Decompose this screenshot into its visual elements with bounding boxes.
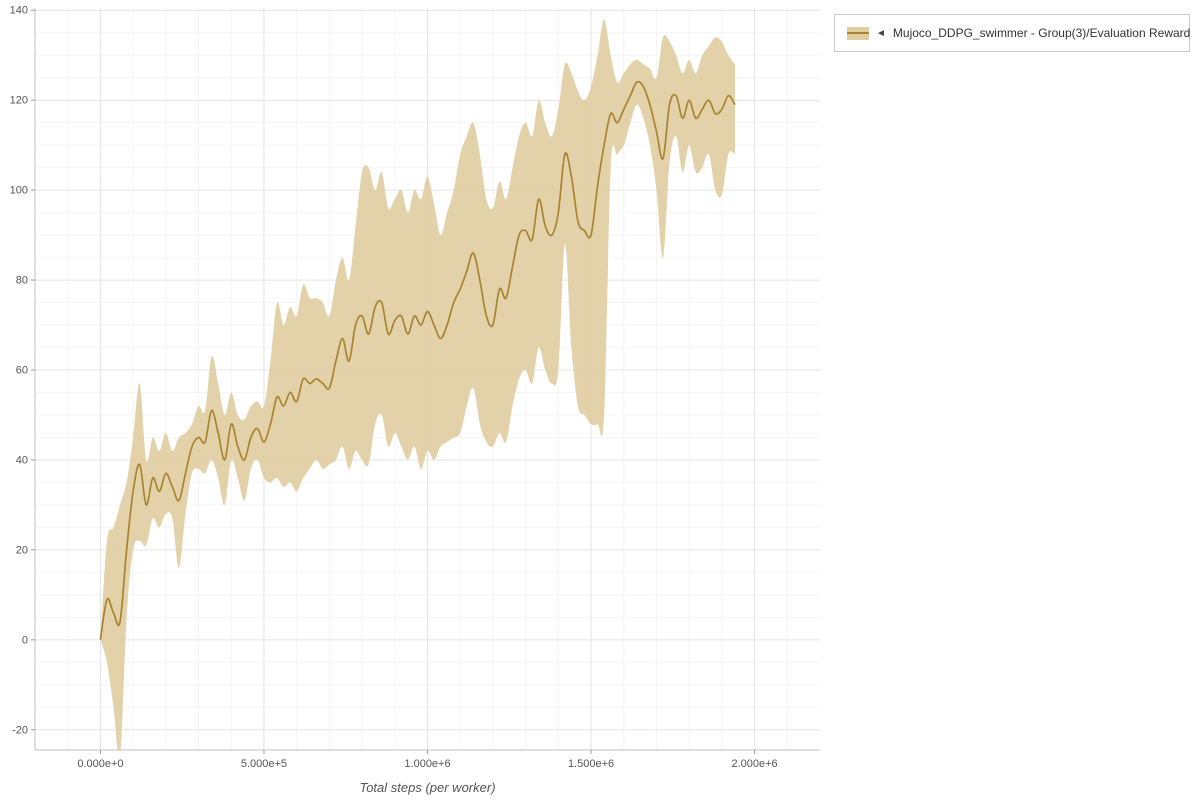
y-tick-label: 80 [16, 275, 28, 287]
x-tick-label: 1.000e+6 [404, 758, 450, 770]
y-tick-label: 60 [16, 365, 28, 377]
y-tick-label: 0 [22, 634, 28, 646]
y-tick-label: 40 [16, 454, 28, 466]
y-tick-label: 20 [16, 544, 28, 556]
x-axis-title: Total steps (per worker) [359, 780, 496, 795]
legend-collapse-icon: ◄ [876, 27, 886, 39]
evaluation-reward-chart: 0.000e+0 5.000e+5 1.000e+6 1.500e+6 2.000e+6… [10, 5, 820, 770]
x-tick-label: 5.000e+5 [241, 758, 287, 770]
y-tick-label: 120 [10, 95, 28, 107]
x-tick-label: 1.500e+6 [568, 758, 614, 770]
x-tick-label: 0.000e+0 [77, 758, 123, 770]
x-tick-label: 2.000e+6 [731, 758, 777, 770]
legend[interactable]: ◄ Mujoco_DDPG_swimmer - Group(3)/Evaluat… [834, 14, 1190, 52]
y-tick-label: 100 [10, 185, 28, 197]
legend-swatch-line [847, 31, 869, 34]
legend-swatch-icon [847, 26, 869, 40]
y-tick-label: -20 [12, 724, 28, 736]
legend-series-label: Mujoco_DDPG_swimmer - Group(3)/Evaluatio… [892, 26, 1191, 40]
y-tick-label: 140 [10, 5, 28, 17]
